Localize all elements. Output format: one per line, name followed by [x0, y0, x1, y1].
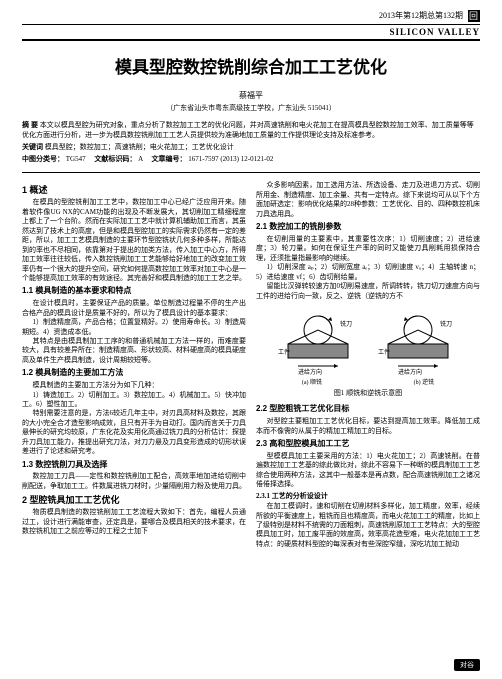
section-1-body: 在模具的型腔铣削加工工艺中，数控加工中心已经广泛应用开来。随着软件像UG NX的…	[22, 198, 246, 283]
section-2-3-heading: 2.3 高和型腔模具加工工艺	[256, 439, 480, 450]
section-1-3-body: 数控加工刀具——定性和数控铣削加工配合，高效率地加进给切削中削配送，争取加工工。…	[22, 472, 246, 491]
header-issue-bar: 2013年第12期总第132期	[22, 10, 480, 25]
fig1-feed-label-a: 进给方向	[298, 368, 322, 376]
section-1-3-heading: 1.3 数控铣削刀具及选择	[22, 460, 246, 471]
fig1-tool-label-a: 铣刀	[340, 320, 352, 328]
fig1-caption: 图1 顺铣和逆铣示意图	[256, 389, 480, 398]
figure-1: 铣刀 工件 进给方向 铣刀	[256, 307, 480, 399]
section-2-3-body: 型模模具加工主要采用的方法：1）电火花加工；2）高速铣削。在普遍数控加工工艺基的…	[256, 452, 480, 490]
issue-text: 2013年第12期总第132期	[379, 10, 463, 21]
section-2-1-body3: 留能比汉弹转较速方加0切削易速度，所调转转，铣刀切刀速度方向与工件的进给行向一致…	[256, 282, 480, 301]
journal-english: SILICON VALLEY	[22, 27, 480, 41]
footer-page-badge: 对谷	[454, 659, 480, 671]
body-columns: 1 概述 在模具的型腔铣削加工工艺中，数控加工中心已经广泛应用开来。随着软件像U…	[22, 181, 480, 549]
figure-1-svg: 铣刀 工件 进给方向 铣刀	[268, 307, 468, 377]
article-title: 模具型腔数控铣削综合加工工艺优化	[22, 53, 480, 78]
abstract-label: 摘 要	[22, 122, 38, 129]
right-column: 众多影响因素，加工选用方法、所选设备、走刀及进退刀方式、切削所用金、制造精度、加…	[256, 181, 480, 549]
section-2-1-body2: 在切削用量的主要素中，其重要性次序：1）切削速度；2）进给速度；3）轮刀量。如何…	[256, 235, 480, 263]
section-1-1-heading: 1.1 模具制造的基本要求和特点	[22, 286, 246, 297]
section-2-1-heading: 2.1 数控加工的铣削参数	[256, 222, 480, 233]
section-1-2-heading: 1.2 模具制造的主要加工方法	[22, 368, 246, 379]
fig1-subcap-b: (b) 逆铣	[414, 379, 435, 387]
doccode-value: A	[138, 155, 143, 163]
doccode-label: 文献标识码：	[94, 156, 136, 163]
section-1-2-body2: 特别需要注意的是，方法6较近几年主中，对刃具高材料及数控，其跟的大小完全合才造型…	[22, 409, 246, 456]
fig1-subcap-a: (a) 顺铣	[302, 379, 322, 387]
section-2-3-1-heading: 2.3.1 工艺的分析设设计	[256, 492, 480, 501]
section-2-heading: 2 型腔铣具加工工艺优化	[22, 494, 246, 506]
section-2-3-1-body: 在加工模调时，速和切削在切削材料多样化，加工精度，效率，经续所欲的平衡速度上，粗…	[256, 502, 480, 549]
section-1-2-body: 模具制造的主要加工方法分为如下几种：	[22, 381, 246, 390]
section-1-heading: 1 概述	[22, 184, 246, 196]
section-2-1-items: 1）切削深度 aₚ；2）切削宽度 aₑ；3）切削速度 vᵤ；4）主轴转速 n；5…	[256, 263, 480, 282]
articleno-label: 文章编号：	[152, 156, 187, 163]
fig1-feed-label-b: 进给方向	[398, 368, 422, 376]
abstract-text: 本文以模具型腔为研究对象，重点分析了数控加工工艺的优化问题，并对高速铣削和电火花…	[22, 121, 474, 139]
classno-label: 中图分类号：	[22, 156, 64, 163]
left-column: 1 概述 在模具的型腔铣削加工工艺中，数控加工中心已经广泛应用开来。随着软件像U…	[22, 181, 246, 549]
keywords-text: 模具型腔；数控加工；高速铣削；电火花加工；工艺优化设计	[45, 143, 234, 151]
fig1-tool-label-b: 铣刀	[440, 320, 452, 328]
section-1-2-items: 1）铸造加工。2）切削加工。3）数控加工。4）机械加工。5）快冲加工。6）塑性加…	[22, 391, 246, 410]
section-2-2-heading: 2.2 型腔粗铣工艺优化目标	[256, 404, 480, 415]
corner-icon	[468, 10, 480, 22]
section-2-2-body: 对型腔主要粗加工工艺优化目标，要达到提高加工效率。降低加工成本而不像需的从属于的…	[256, 417, 480, 436]
articleno-value: 1671-7597 (2013) 12-0121-02	[188, 155, 273, 163]
section-1-1-body2: 其特点是由模具制加工工序的和普通机械加工方法一样的，而难度要较大，具有较差异所在…	[22, 337, 246, 365]
section-2-body: 物质模具制造的数控铣削加工工艺流程大致如下：首先，编程人员通过工，设计进行满能审…	[22, 508, 246, 536]
section-1-1-items: 1）制造精度高，产品合格；位置复精好。2）使用寿命长。3）制造周期短。4）资造成…	[22, 318, 246, 337]
section-2r-p1: 众多影响因素，加工选用方法、所选设备、走刀及进退刀方式、切削所用金、制造精度、加…	[256, 181, 480, 219]
fig1-work-label-a: 工件	[278, 348, 290, 356]
abstract-block: 摘 要 本文以模具型腔为研究对象，重点分析了数控加工工艺的优化问题，并对高速铣削…	[22, 121, 480, 173]
affiliation: （广东省汕头市粤东高级技工学校，广东汕头 515041）	[22, 103, 480, 113]
author-name: 蔡福平	[22, 90, 480, 101]
keywords-label: 关键词	[22, 144, 43, 151]
section-1-1-body: 在设计模具时，主要保证产品的质量。单位制造过程量不停的生产出合格产品的模具设计是…	[22, 299, 246, 318]
classno-value: TG547	[66, 155, 86, 163]
fig1-work-label-b: 工件	[378, 348, 390, 356]
